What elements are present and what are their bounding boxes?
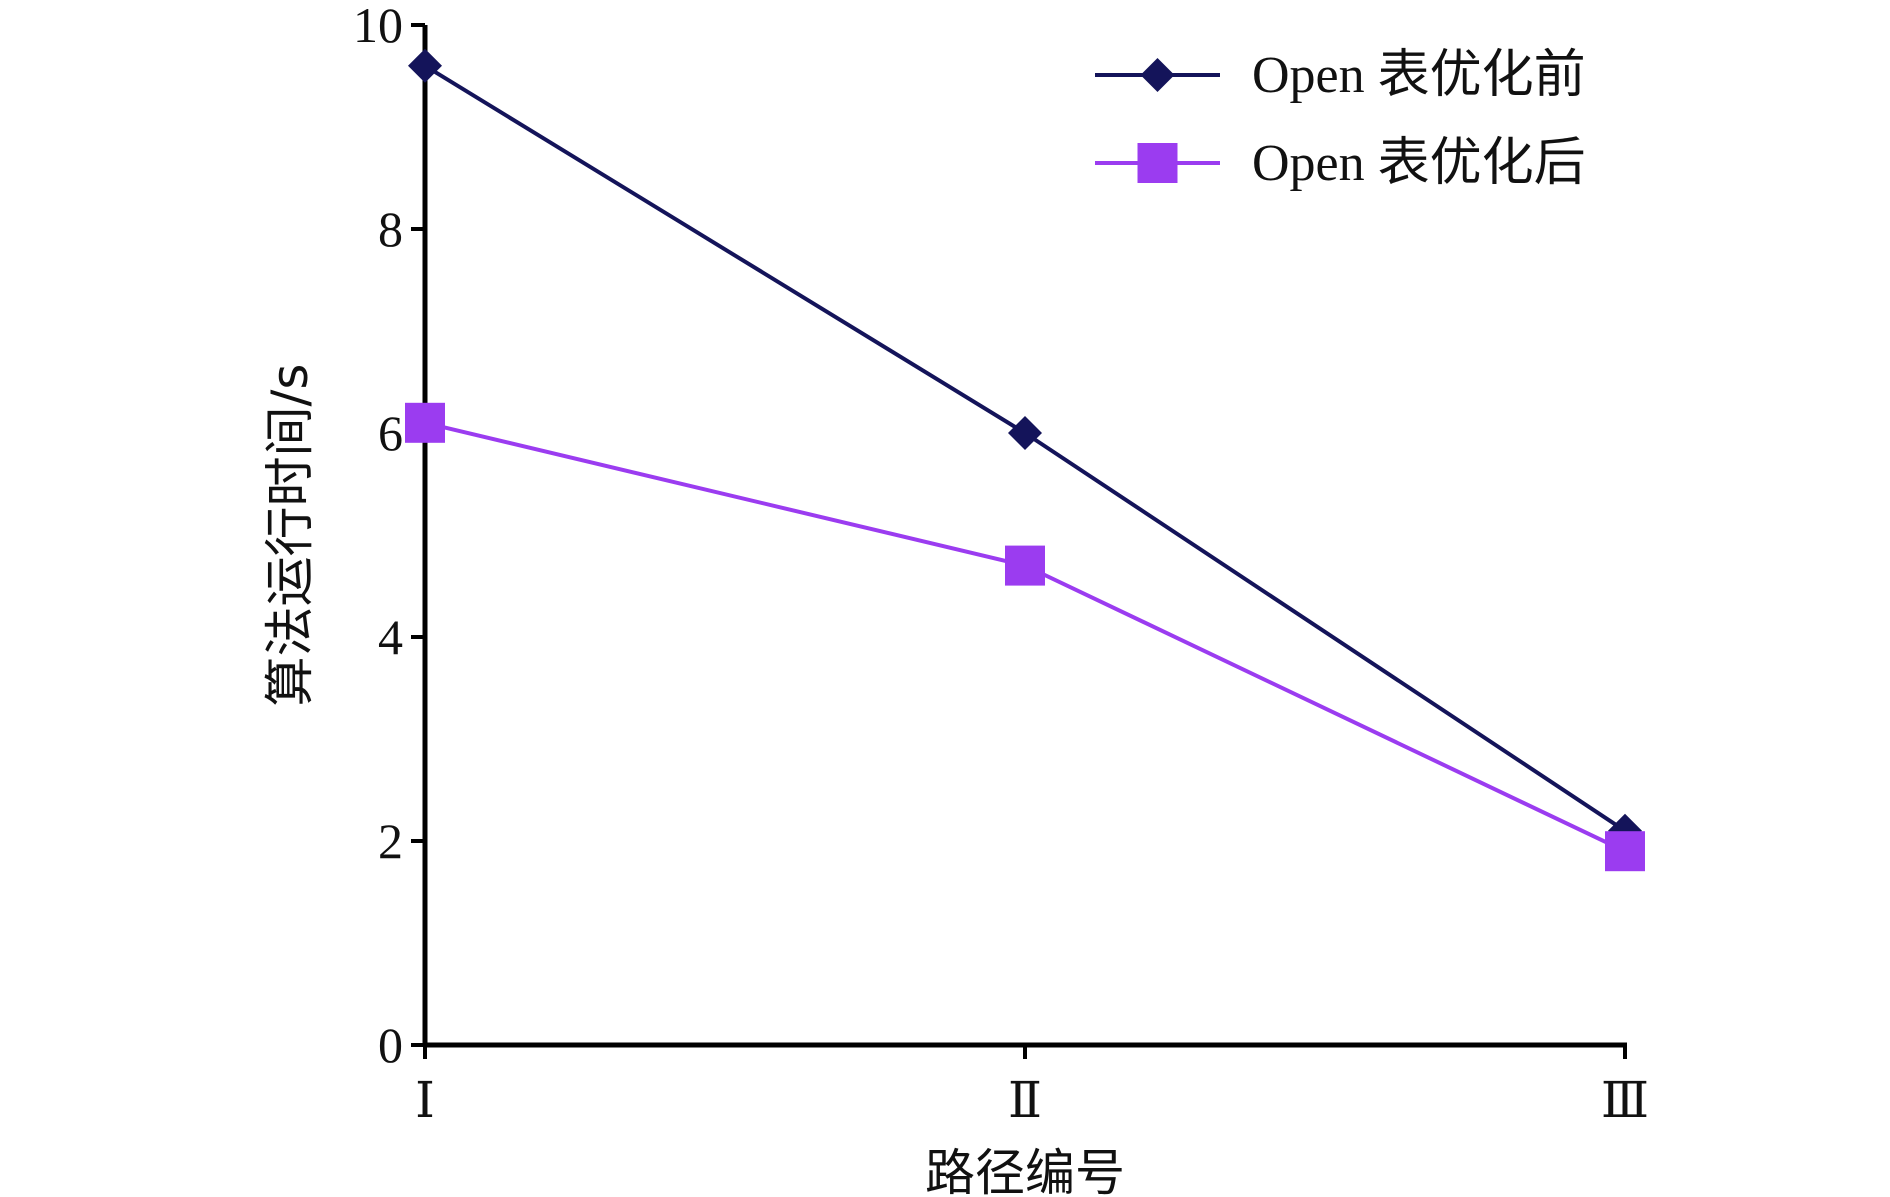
series-1-point-0: [405, 402, 445, 443]
series-1: [405, 402, 1645, 872]
legend-item-1: Open 表优化后: [1095, 135, 1586, 192]
series-layer: [405, 48, 1645, 872]
y-tick-label-4: 4: [378, 609, 403, 665]
legend: Open 表优化前 Open 表优化后: [1095, 47, 1586, 192]
x-tick-label-2: Ⅲ: [1601, 1072, 1649, 1128]
x-tick-label-0: Ⅰ: [415, 1072, 435, 1128]
y-tick-label-6: 6: [378, 405, 403, 461]
series-1-point-2: [1605, 831, 1645, 872]
legend-item-0: Open 表优化前: [1095, 47, 1586, 104]
x-tick-label-1: Ⅱ: [1008, 1072, 1042, 1128]
x-axis-label: 路径编号: [925, 1144, 1125, 1197]
legend-swatch-marker-0: [1140, 58, 1175, 92]
legend-swatch-marker-1: [1137, 143, 1178, 183]
series-0-point-0: [408, 48, 442, 83]
y-tick-label-10: 10: [353, 0, 403, 53]
series-0-point-1: [1008, 416, 1042, 450]
y-tick-label-0: 0: [378, 1017, 403, 1073]
series-0: [408, 48, 1642, 848]
y-axis-label: 算法运行时间/s: [261, 364, 319, 707]
ticks: 0 2 4 6 8 10 Ⅰ Ⅱ Ⅲ: [353, 0, 1649, 1128]
legend-label-1: Open 表优化后: [1252, 135, 1586, 192]
y-tick-label-2: 2: [378, 813, 403, 869]
series-1-line: [424, 420, 1626, 854]
series-1-point-1: [1005, 545, 1045, 586]
legend-label-0: Open 表优化前: [1252, 47, 1586, 104]
y-tick-label-8: 8: [378, 201, 403, 257]
